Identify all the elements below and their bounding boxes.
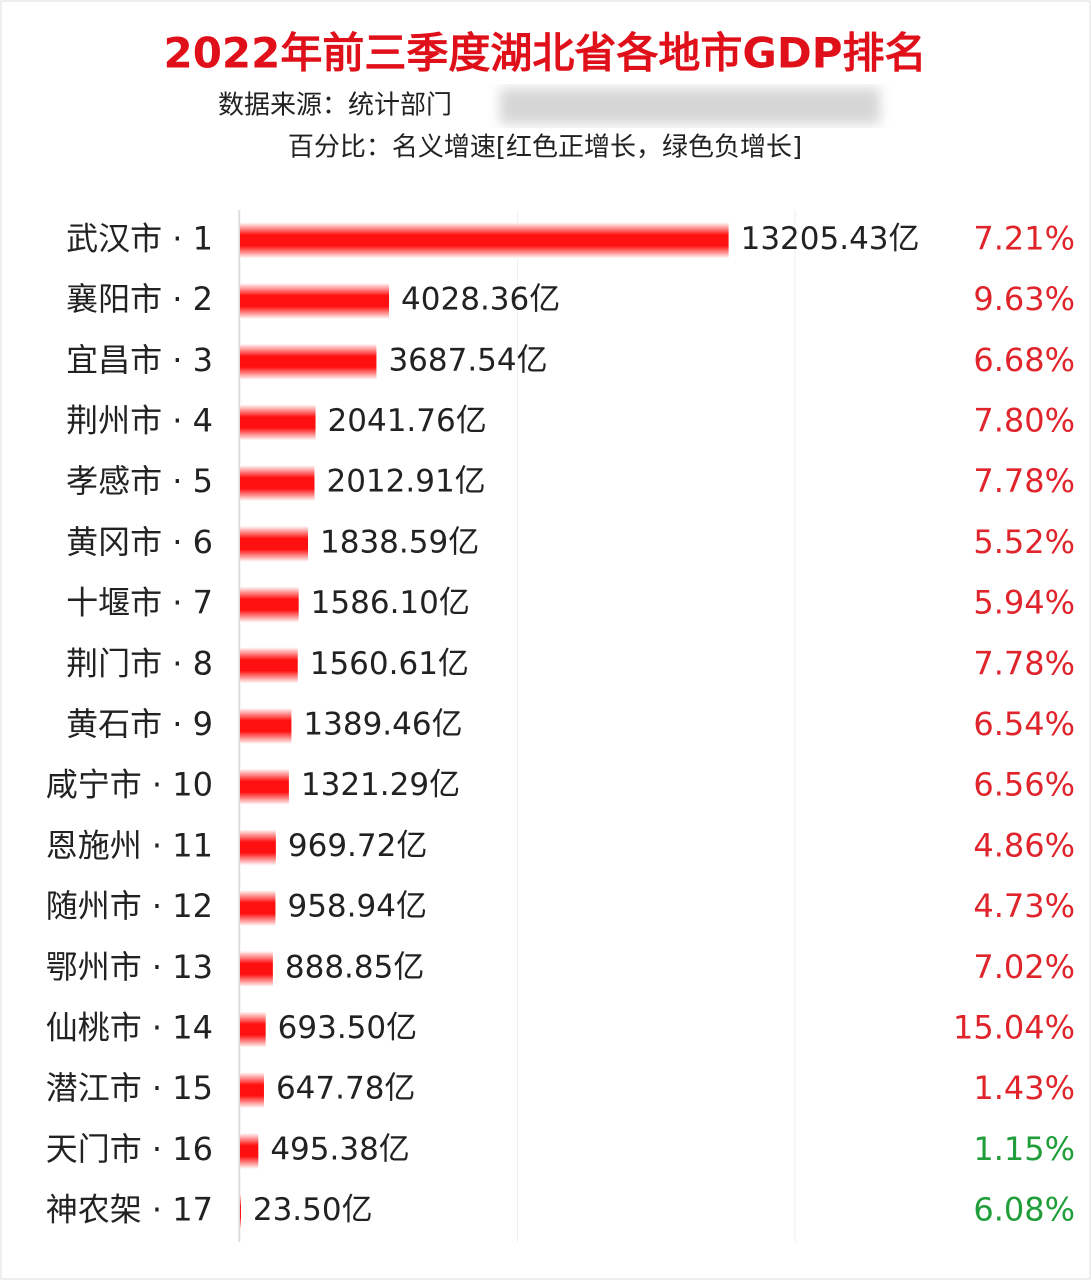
y-tick-label: 咸宁市 · 10 [46, 766, 213, 804]
growth-label: 7.21% [973, 219, 1075, 257]
growth-label: 7.78% [973, 644, 1075, 682]
y-tick-label: 潜江市 · 15 [46, 1069, 213, 1107]
bar [240, 768, 289, 805]
value-label: 1389.46亿 [303, 707, 462, 743]
note: 百分比：名义增速[红色正增长，绿色负增长] [288, 133, 802, 163]
growth-label: 7.78% [973, 462, 1075, 500]
y-tick-label: 神农架 · 17 [46, 1191, 213, 1229]
bar [240, 1011, 266, 1048]
value-label: 958.94亿 [287, 889, 426, 925]
y-tick-label: 鄂州市 · 13 [46, 948, 213, 986]
growth-label: 6.54% [973, 705, 1075, 743]
growth-label: 4.86% [973, 826, 1075, 864]
growth-label: 6.68% [973, 341, 1075, 379]
y-tick-label: 仙桃市 · 14 [46, 1009, 213, 1047]
value-label: 969.72亿 [288, 828, 427, 864]
bar [240, 222, 729, 259]
value-label: 1838.59亿 [320, 524, 479, 560]
growth-label: 1.15% [973, 1130, 1075, 1168]
growth-label: 5.94% [973, 584, 1075, 622]
y-tick-label: 武汉市 · 1 [66, 219, 213, 257]
bar [240, 1193, 241, 1230]
y-tick-label: 黄石市 · 9 [66, 705, 213, 743]
bar [240, 890, 276, 927]
growth-label: 6.08% [973, 1191, 1075, 1229]
y-tick-label: 荆州市 · 4 [66, 401, 213, 439]
y-tick-label: 黄冈市 · 6 [66, 523, 213, 561]
y-tick-label: 襄阳市 · 2 [66, 280, 213, 318]
y-tick-label: 恩施州 · 11 [46, 826, 213, 864]
bar [240, 829, 276, 866]
y-tick-label: 天门市 · 16 [46, 1130, 213, 1168]
bar [240, 283, 390, 320]
growth-label: 9.63% [973, 280, 1075, 318]
y-tick-label: 随州市 · 12 [46, 887, 213, 925]
y-tick-label: 孝感市 · 5 [66, 462, 213, 500]
value-label: 1560.61亿 [310, 646, 469, 682]
value-label: 13205.43亿 [741, 221, 920, 257]
growth-label: 5.52% [973, 523, 1075, 561]
value-label: 2041.76亿 [328, 403, 487, 439]
value-label: 495.38亿 [270, 1131, 409, 1167]
value-label: 2012.91亿 [326, 464, 485, 500]
value-label: 23.50亿 [253, 1192, 373, 1228]
value-label: 693.50亿 [278, 1010, 417, 1046]
bar [240, 950, 273, 987]
bar [240, 1072, 264, 1109]
bar [240, 586, 299, 623]
bar [240, 647, 298, 684]
bar [240, 525, 309, 562]
bar [240, 343, 377, 380]
bar [240, 708, 292, 744]
bar [240, 404, 316, 441]
y-tick-label: 宜昌市 · 3 [66, 341, 213, 379]
growth-label: 6.56% [973, 766, 1075, 804]
bar [240, 465, 315, 502]
value-label: 3687.54亿 [388, 342, 547, 378]
value-label: 888.85亿 [285, 949, 424, 985]
chart-title: 2022年前三季度湖北省各地市GDP排名 [163, 29, 926, 78]
value-label: 1321.29亿 [301, 767, 460, 803]
value-label: 647.78亿 [276, 1071, 415, 1107]
growth-label: 15.04% [953, 1009, 1075, 1047]
blur-mask [500, 88, 880, 124]
growth-label: 1.43% [973, 1069, 1075, 1107]
value-label: 1586.10亿 [311, 585, 470, 621]
subtitle: 数据来源：统计部门 [218, 91, 452, 121]
growth-label: 7.80% [973, 401, 1075, 439]
y-tick-label: 荆门市 · 8 [66, 644, 213, 682]
bar [240, 1132, 259, 1169]
growth-label: 4.73% [973, 887, 1075, 925]
y-tick-label: 十堰市 · 7 [66, 584, 213, 622]
value-label: 4028.36亿 [401, 282, 560, 318]
growth-label: 7.02% [973, 948, 1075, 986]
